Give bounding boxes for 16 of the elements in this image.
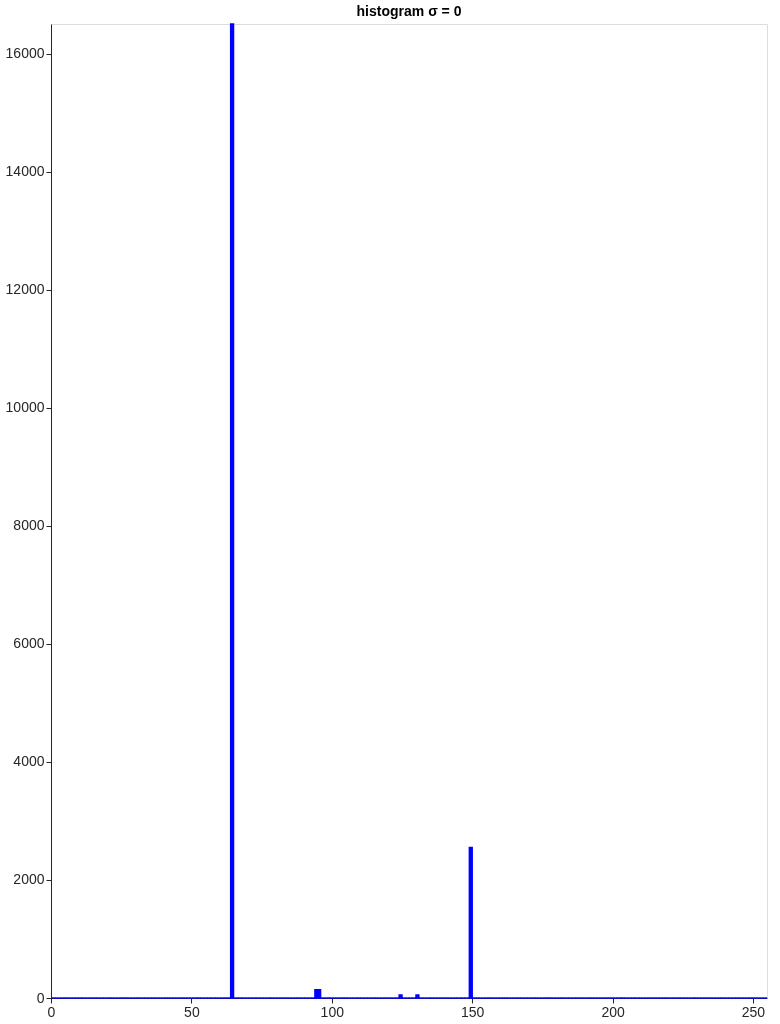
y-tick-label: 2000 [13,871,45,888]
y-tick-label: 6000 [13,635,45,652]
y-tick-label: 10000 [5,399,45,416]
chart-title: histogram σ = 0 [356,3,462,20]
x-tick-label: 150 [461,1003,485,1020]
y-tick-label: 14000 [5,163,45,180]
x-tick-label: 100 [320,1003,345,1020]
y-tick-label: 8000 [13,517,45,534]
y-tick-label: 12000 [5,281,45,298]
x-tick-label: 250 [741,1003,766,1020]
x-tick-label: 200 [601,1003,625,1020]
x-tick-label: 50 [184,1003,200,1020]
y-tick-label: 16000 [5,45,45,62]
y-tick-label: 0 [36,989,45,1006]
x-tick-label: 0 [47,1003,56,1020]
y-tick-label: 4000 [13,753,45,770]
